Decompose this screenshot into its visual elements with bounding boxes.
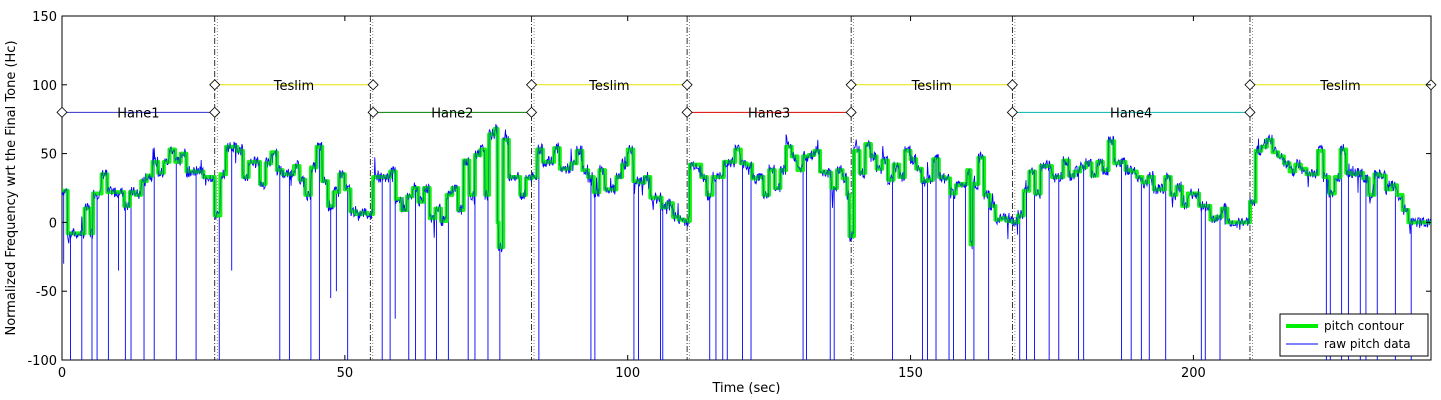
y-tick-label: 150: [32, 10, 57, 25]
section-marker-diamond: [525, 106, 538, 118]
section-marker-diamond: [1006, 79, 1018, 91]
legend-label-raw-pitch-data: raw pitch data: [1324, 337, 1411, 351]
section-label-hane3: Hane3: [748, 106, 790, 121]
plot-area: [61, 15, 1432, 361]
pitch-contour-series: [61, 123, 1431, 253]
section-label-hane1: Hane1: [117, 106, 159, 121]
section-label-hane4: Hane4: [1110, 106, 1152, 121]
section-marker-diamond: [1244, 106, 1256, 118]
x-tick-label: 0: [58, 366, 66, 381]
section-marker-diamond: [845, 106, 857, 118]
section-markers: [56, 79, 1437, 118]
section-lines: [62, 84, 1431, 113]
axes: 0 50 100 150 200 -100 -50 0 50 100 150: [27, 10, 1431, 381]
section-label-teslim: Teslim: [911, 79, 952, 94]
x-tick-label: 200: [1181, 366, 1206, 381]
section-marker-diamond: [209, 79, 221, 91]
section-marker-diamond: [681, 106, 693, 118]
section-label-teslim: Teslim: [588, 79, 629, 94]
y-tick-label: -100: [27, 354, 57, 369]
section-marker-diamond: [1006, 106, 1018, 118]
y-tick-label: -50: [36, 285, 57, 300]
section-labels: Hane1 Teslim Hane2 Teslim Hane3 Teslim Hane4 Te…: [117, 79, 1360, 122]
x-axis-label: Time (sec): [711, 381, 780, 396]
y-tick-label: 50: [40, 148, 57, 163]
plot-frame: [61, 15, 1432, 361]
section-marker-diamond: [209, 106, 221, 118]
x-tick-label: 50: [337, 366, 354, 381]
raw-pitch-overlay: [61, 123, 1431, 253]
legend: pitch contour raw pitch data: [1279, 313, 1429, 357]
section-label-hane2: Hane2: [431, 106, 473, 121]
section-label-teslim: Teslim: [273, 79, 314, 94]
section-marker-diamond: [367, 79, 379, 91]
section-marker-diamond: [525, 79, 538, 91]
section-marker-diamond: [1244, 79, 1256, 91]
section-marker-diamond: [56, 106, 68, 118]
y-axis-label: Normalized Frequency wrt the Final Tone …: [4, 40, 19, 335]
y-tick-label: 0: [49, 216, 57, 231]
x-tick-label: 100: [615, 366, 640, 381]
y-tick-label: 100: [32, 79, 57, 94]
x-tick-label: 150: [898, 366, 923, 381]
section-marker-diamond: [845, 79, 857, 91]
section-label-teslim: Teslim: [1319, 79, 1360, 94]
section-marker-diamond: [367, 106, 379, 118]
legend-label-pitch-contour: pitch contour: [1324, 319, 1404, 333]
legend-box: [1279, 313, 1429, 357]
section-marker-diamond: [681, 79, 693, 91]
